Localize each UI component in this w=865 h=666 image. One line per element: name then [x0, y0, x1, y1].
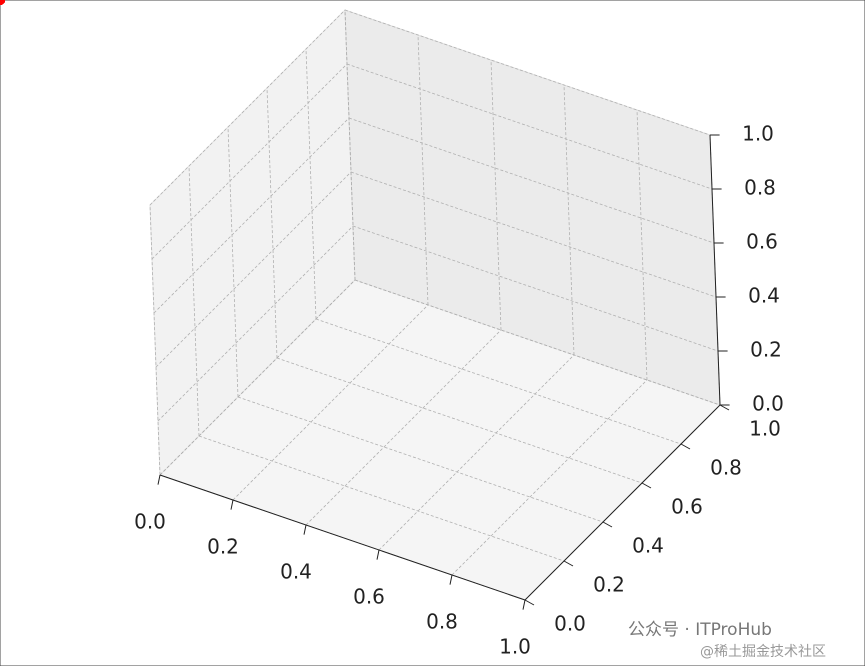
y-tick-label: 1.0: [749, 417, 781, 441]
axes: 0.00.20.40.60.81.00.00.20.40.60.81.00.00…: [134, 122, 784, 659]
grid-line: [348, 117, 715, 244]
panes: [149, 8, 721, 601]
grid-line: [276, 357, 643, 484]
y-tick-label: 0.6: [671, 495, 703, 519]
tick-mark: [524, 599, 535, 606]
y-tick-label: 0.2: [593, 573, 625, 597]
grid-line: [153, 117, 350, 314]
points: [0, 0, 5, 5]
grid-line: [636, 109, 648, 381]
grid-line: [354, 279, 721, 406]
grid-line: [151, 63, 348, 260]
tick-mark: [563, 560, 574, 567]
x-axis-line: [159, 474, 526, 601]
grid-line: [378, 354, 575, 551]
grid-line: [346, 63, 713, 190]
grid-line: [266, 87, 278, 359]
y-tick-label: 0.0: [554, 612, 586, 636]
grid-line: [188, 165, 200, 437]
tick-mark: [157, 474, 161, 485]
z-tick-label: 0.2: [750, 338, 782, 362]
grid-line: [198, 435, 565, 562]
point: [0, 0, 5, 5]
x-tick-label: 0.4: [280, 560, 312, 584]
tick-mark: [719, 404, 730, 411]
grid-line: [352, 225, 719, 352]
grid-line: [451, 379, 648, 576]
grid-line: [305, 48, 317, 320]
tick-mark: [602, 521, 613, 528]
tick-mark: [522, 599, 526, 610]
grid-line: [149, 9, 346, 206]
x-tick-label: 0.0: [134, 510, 166, 534]
grid-line: [159, 279, 356, 476]
grid-line: [490, 59, 502, 331]
grid-line: [563, 84, 575, 356]
z-tick-label: 0.0: [752, 392, 784, 416]
tick-mark: [680, 443, 691, 450]
grid-line: [417, 34, 429, 306]
grid-line: [155, 171, 352, 368]
x-tick-label: 0.8: [426, 610, 458, 634]
grid-line: [344, 9, 356, 281]
z-tick-label: 0.6: [746, 230, 778, 254]
x-tick-label: 0.6: [353, 585, 385, 609]
z-tick-label: 0.8: [744, 176, 776, 200]
z-tick-label: 0.4: [748, 284, 780, 308]
grid-line: [227, 126, 239, 398]
tick-mark: [303, 524, 307, 535]
x-tick-label: 0.2: [207, 535, 239, 559]
z-axis-line: [709, 134, 721, 406]
tick-mark: [449, 574, 453, 585]
grid-line: [344, 9, 711, 136]
tick-mark: [230, 499, 234, 510]
grid: [149, 9, 721, 601]
tick-mark: [376, 549, 380, 560]
y-axis-line: [524, 404, 721, 601]
grid-line: [315, 318, 682, 445]
tick-mark: [641, 482, 652, 489]
watermark-account: 公众号 · ITProHub: [628, 620, 772, 640]
grid-line: [237, 396, 604, 523]
y-tick-label: 0.8: [710, 456, 742, 480]
grid-line: [350, 171, 717, 298]
x-tick-label: 1.0: [499, 635, 531, 659]
grid-line: [232, 304, 429, 501]
watermark-community: @稀土掘金技术社区: [700, 644, 826, 660]
z-tick-label: 1.0: [742, 122, 774, 146]
grid-line: [305, 329, 502, 526]
y-tick-label: 0.4: [632, 534, 664, 558]
grid-line: [149, 204, 161, 476]
grid-line: [157, 225, 354, 422]
